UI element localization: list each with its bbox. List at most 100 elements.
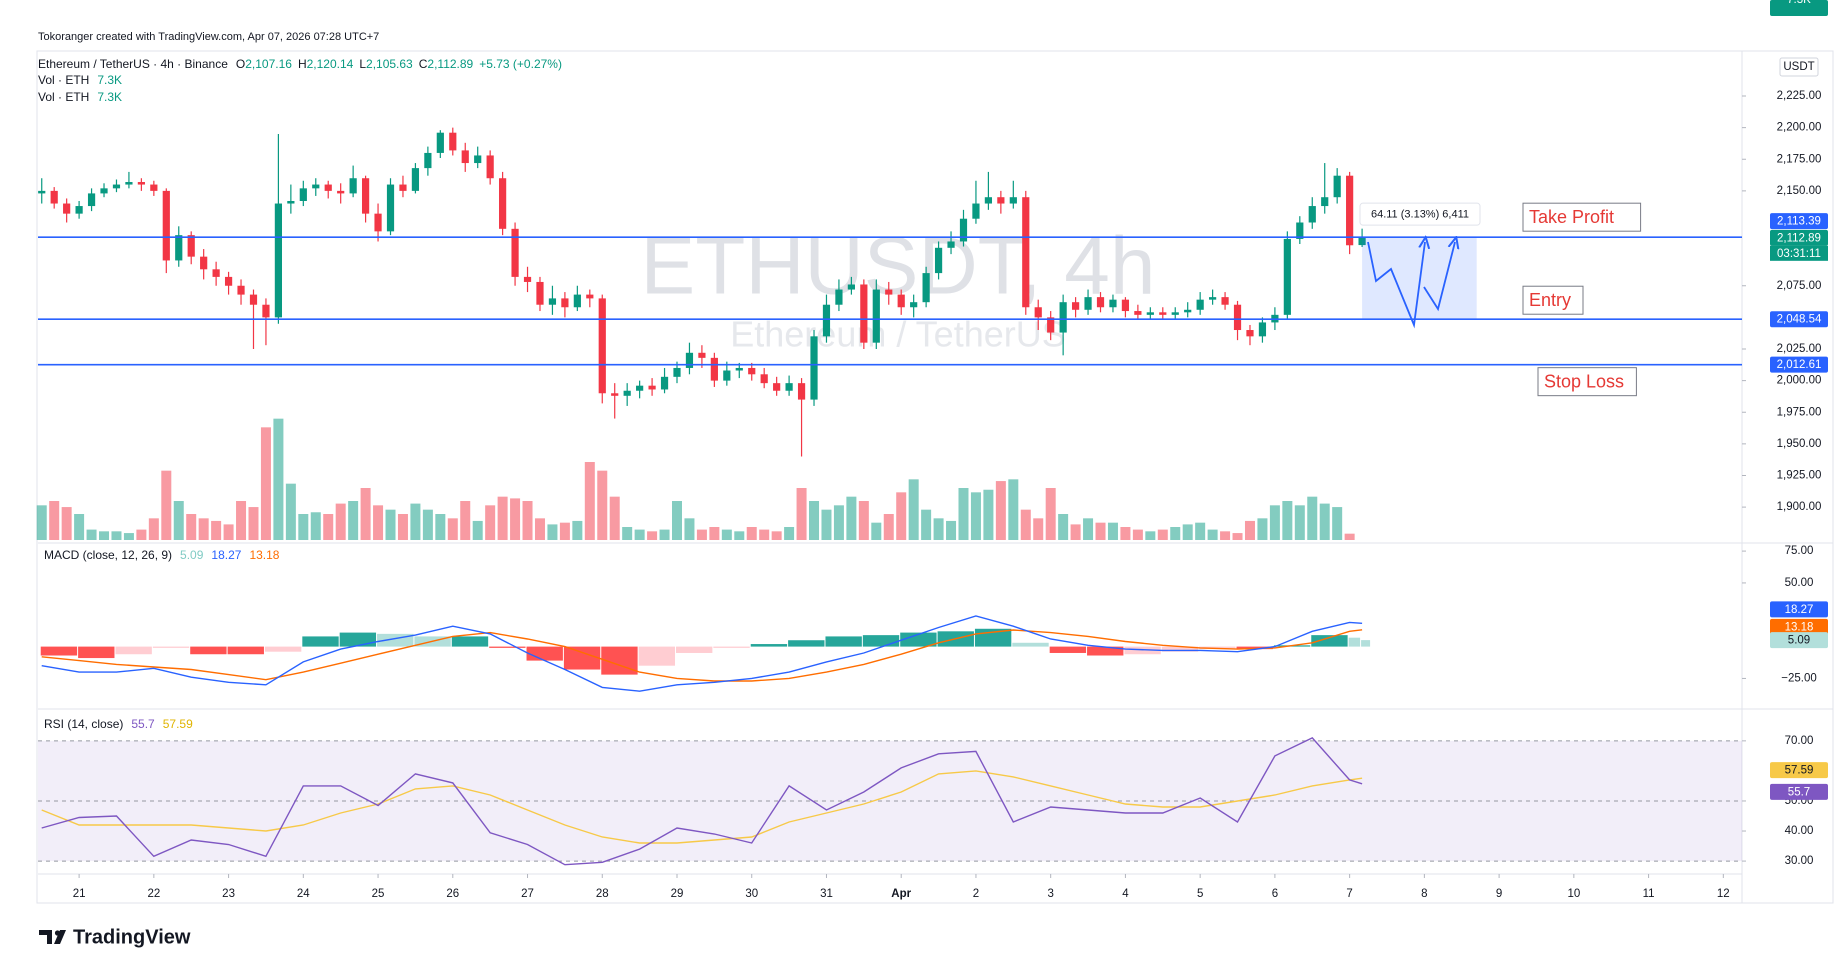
y-tick-label: 2,175.00	[1777, 153, 1822, 165]
candle-body	[212, 269, 220, 277]
currency-box	[1779, 57, 1819, 77]
volume-bar	[1232, 533, 1243, 540]
volume-bar	[273, 418, 284, 540]
x-tick-label: 6	[1272, 888, 1278, 900]
y-tick-label: 1,950.00	[1777, 438, 1822, 450]
y-tick-label: 75.00	[1785, 545, 1814, 557]
candle-body	[1196, 299, 1204, 310]
macd-histogram-bar	[862, 635, 900, 647]
ohlc-value: 2,112.89	[427, 57, 473, 71]
candle-body	[1171, 312, 1179, 315]
rsi-title: RSI (14, close)	[44, 717, 123, 731]
macd-histogram-bar	[526, 646, 563, 661]
volume-bar	[1132, 529, 1143, 540]
last-price-tag: 2,112.89	[1777, 232, 1821, 244]
volume-bar	[1045, 488, 1056, 540]
change: +5.73 (+0.27%)	[479, 57, 562, 71]
x-tick-label: 2	[973, 888, 979, 900]
candle-body	[748, 367, 756, 375]
candle-body	[673, 367, 681, 377]
candle-body	[623, 390, 631, 396]
volume-bar	[572, 520, 583, 540]
y-tick-label: 2,225.00	[1777, 90, 1822, 102]
candle-body	[299, 188, 307, 201]
volume-bar	[821, 509, 832, 540]
volume-bar	[908, 479, 919, 540]
candle-body	[374, 213, 382, 232]
x-tick-label: 23	[222, 888, 235, 900]
volume-bar	[983, 489, 994, 540]
candle-body	[934, 247, 943, 274]
x-tick-label: 4	[1122, 888, 1129, 900]
volume-bar	[1220, 531, 1231, 540]
rsi-ma-line	[41, 770, 1363, 844]
ohlc-key: L	[359, 57, 366, 71]
candle-body	[1283, 238, 1291, 315]
volume-bar	[260, 427, 271, 540]
volume-bar	[285, 483, 296, 540]
volume-bar	[1095, 522, 1106, 540]
candle-body	[972, 203, 980, 219]
volume-bar	[709, 527, 720, 540]
volume-bar	[809, 501, 820, 540]
volume-bar	[634, 529, 645, 540]
volume-bar	[435, 514, 446, 540]
volume-bar	[510, 498, 521, 540]
ohlc-value: 2,107.16	[245, 57, 292, 71]
candle-body	[200, 256, 208, 270]
symbol-legend: Ethereum / TetherUS · 4h · Binance O2,107…	[38, 57, 562, 71]
candle-body	[361, 178, 370, 214]
volume-bar	[559, 522, 570, 540]
rsi-ma-tag: 57.59	[1785, 765, 1814, 777]
macd-histogram-bar	[489, 646, 526, 648]
volume-legend-label: Vol · ETH	[38, 90, 89, 104]
volume-bar	[759, 529, 770, 540]
ohlc-value: 2,105.63	[366, 57, 413, 71]
volume-bar	[161, 470, 172, 540]
x-tick-label: 21	[73, 888, 86, 900]
volume-bar	[74, 514, 85, 540]
x-tick-label: 9	[1496, 888, 1502, 900]
x-tick-label: 24	[297, 888, 310, 900]
volume-bar	[784, 527, 795, 540]
volume-bar	[672, 501, 682, 540]
volume-bar	[1244, 520, 1255, 540]
candle-body	[685, 352, 694, 368]
candle-body	[312, 184, 320, 189]
currency: USDT	[1783, 61, 1814, 73]
candle-body	[162, 190, 170, 261]
candle-body	[436, 132, 444, 153]
y-tick-label: 40.00	[1785, 825, 1814, 837]
volume-bar	[360, 488, 371, 540]
macd-histogram-bar	[825, 636, 862, 647]
level-tag-bg	[1770, 356, 1828, 373]
volume-bar	[721, 529, 732, 540]
volume-bar	[1145, 531, 1156, 540]
y-tick-label: 2,200.00	[1777, 122, 1822, 134]
level-label-box	[1522, 202, 1642, 232]
volume-bar	[1182, 524, 1193, 540]
x-tick-label: 27	[521, 888, 534, 900]
candle-body	[773, 383, 781, 391]
level-label: Take Profit	[1529, 207, 1614, 227]
last-price-tag-bg	[1770, 229, 1828, 246]
ohlc-key: C	[419, 57, 428, 71]
macd-histogram-bar	[451, 636, 489, 647]
volume-bar	[348, 501, 359, 540]
candle-body	[262, 304, 270, 318]
volume-bar	[846, 496, 857, 540]
x-tick-label: 25	[372, 888, 385, 900]
volume-bar	[647, 531, 658, 540]
candle-body	[1159, 312, 1167, 315]
volume-bar	[684, 518, 695, 540]
candle-body	[63, 203, 71, 214]
y-tick-label: 70.00	[1785, 735, 1814, 747]
candle-body	[586, 294, 594, 299]
x-tick-label: 22	[147, 888, 160, 900]
candle-body	[797, 383, 806, 400]
volume-bar	[696, 529, 707, 540]
macd-histogram-bar	[1348, 637, 1361, 647]
rsi-value: 55.7	[131, 717, 155, 731]
rsi-line	[41, 737, 1363, 866]
candle-body	[1333, 175, 1341, 198]
